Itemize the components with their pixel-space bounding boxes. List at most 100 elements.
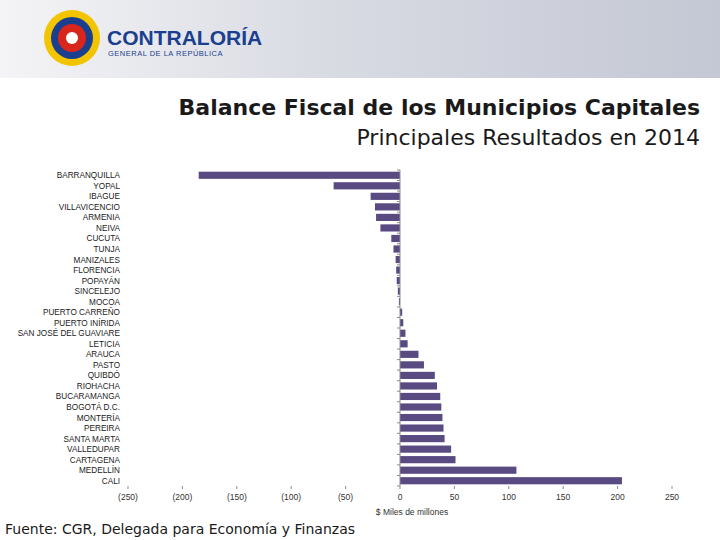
category-label: MEDELLÍN — [79, 465, 120, 475]
x-tick-label: 100 — [502, 492, 516, 502]
category-label: MANIZALES — [74, 256, 121, 265]
logo-subtitle: GENERAL DE LA REPÚBLICA — [108, 49, 223, 58]
category-tick — [397, 180, 400, 181]
bar — [400, 361, 424, 368]
category-label: BARRANQUILLA — [57, 171, 121, 180]
category-label: RIOHACHA — [77, 382, 121, 391]
bar — [400, 372, 435, 379]
category-label: LETICIA — [89, 340, 120, 349]
bar — [380, 224, 400, 231]
logo-ring-red — [58, 24, 86, 52]
category-label: MONTERÍA — [77, 413, 121, 423]
bar — [400, 435, 445, 442]
category-label: YOPAL — [93, 182, 120, 191]
x-tick — [182, 486, 183, 489]
category-tick — [397, 475, 400, 476]
category-tick — [397, 412, 400, 413]
header-rule — [0, 78, 720, 81]
category-tick — [397, 275, 400, 276]
category-tick — [397, 212, 400, 213]
chart-title: Balance Fiscal de los Municipios Capital… — [179, 95, 700, 120]
category-tick — [397, 401, 400, 402]
x-tick — [291, 486, 292, 489]
bar — [400, 403, 441, 410]
category-label: IBAGUE — [89, 192, 120, 201]
category-label: BOGOTÁ D.C. — [66, 402, 120, 412]
category-tick — [397, 443, 400, 444]
category-tick — [397, 422, 400, 423]
category-label: MOCOA — [89, 298, 120, 307]
bar — [400, 351, 418, 358]
page: CONTRALORÍAGENERAL DE LA REPÚBLICA Balanc… — [0, 0, 720, 540]
bar — [199, 172, 400, 179]
bar — [400, 393, 440, 400]
bar — [400, 382, 437, 389]
category-label: QUIBDÓ — [88, 370, 120, 380]
category-label: VALLEDUPAR — [67, 445, 120, 454]
x-tick-label: (250) — [118, 492, 138, 502]
category-label: CALI — [102, 477, 120, 486]
bar — [400, 456, 455, 463]
x-tick — [508, 486, 509, 489]
x-tick-label: 250 — [665, 492, 679, 502]
bar — [376, 214, 400, 221]
bar — [334, 182, 400, 189]
bar — [400, 340, 408, 347]
category-label: BUCARAMANGA — [56, 392, 121, 401]
category-label: POPAYÁN — [82, 276, 120, 286]
category-label: SINCELEJO — [75, 287, 121, 296]
x-tick — [128, 486, 129, 489]
x-tick — [672, 486, 673, 489]
category-label: TUNJA — [94, 245, 121, 254]
bar — [400, 414, 442, 421]
category-tick — [397, 296, 400, 297]
bar — [396, 256, 400, 263]
x-tick — [236, 486, 237, 489]
x-tick — [345, 486, 346, 489]
category-label: VILLAVICENCIO — [59, 203, 120, 212]
category-label: SANTA MARTA — [64, 435, 121, 444]
category-tick — [397, 391, 400, 392]
x-tick-label: (100) — [281, 492, 301, 502]
category-tick — [397, 370, 400, 371]
category-tick — [397, 201, 400, 202]
x-tick — [617, 486, 618, 489]
bar — [400, 424, 444, 431]
logo-name: CONTRALORÍA — [107, 26, 262, 49]
category-tick — [397, 380, 400, 381]
category-label: CUCUTA — [86, 234, 120, 243]
x-tick-label: (150) — [227, 492, 247, 502]
category-tick — [397, 243, 400, 244]
bar — [391, 235, 400, 242]
x-axis-label: $ Miles de millones — [376, 507, 448, 517]
category-tick — [397, 285, 400, 286]
chart-subtitle: Principales Resultados en 2014 — [356, 125, 700, 150]
x-tick-label: 150 — [556, 492, 570, 502]
category-label: SAN JOSÉ DEL GUAVIARE — [18, 328, 121, 338]
source-note: Fuente: CGR, Delegada para Economía y Fi… — [5, 521, 355, 537]
x-tick-label: (50) — [338, 492, 353, 502]
category-tick — [397, 464, 400, 465]
bar — [400, 446, 451, 453]
category-label: PUERTO CARREÑO — [43, 307, 120, 317]
category-tick — [397, 359, 400, 360]
bar — [396, 266, 400, 273]
category-tick — [397, 454, 400, 455]
bar — [371, 193, 400, 200]
category-label: NEIVA — [96, 224, 121, 233]
category-tick — [397, 264, 400, 265]
header-banner — [0, 0, 720, 80]
category-tick — [397, 254, 400, 255]
x-tick-label: 50 — [450, 492, 460, 502]
bar — [400, 467, 516, 474]
category-tick — [397, 191, 400, 192]
category-tick — [397, 328, 400, 329]
logo-ring-yellow — [44, 10, 100, 66]
category-label: PEREIRA — [84, 424, 120, 433]
bar — [375, 203, 400, 210]
category-tick — [397, 433, 400, 434]
category-label: PUERTO INÍRIDA — [54, 318, 121, 328]
x-tick — [454, 486, 455, 489]
category-tick — [397, 170, 400, 171]
category-tick — [397, 349, 400, 350]
